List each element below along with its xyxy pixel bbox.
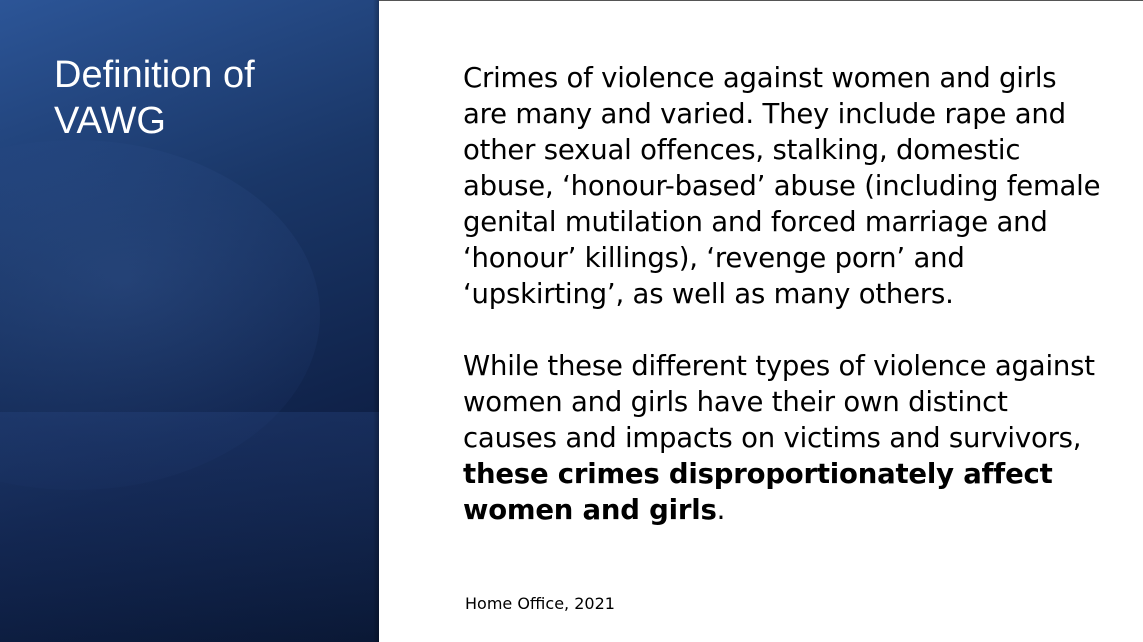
slide-body: Crimes of violence against women and gir… [463,60,1103,528]
citation: Home Office, 2021 [465,594,615,613]
paragraph-impact-emphasis: these crimes disproportionately affect w… [463,458,1053,526]
top-border [0,0,1143,1]
title-panel: Definition of VAWG [0,0,379,642]
paragraph-impact-end: . [716,494,726,526]
paragraph-impact-intro: While these different types of violence … [463,350,1095,454]
paragraph-impact: While these different types of violence … [463,348,1103,528]
panel-edge-shadow [373,0,379,642]
decorative-band [0,412,379,642]
paragraph-crimes: Crimes of violence against women and gir… [463,62,1101,310]
slide-title: Definition of VAWG [54,54,255,142]
